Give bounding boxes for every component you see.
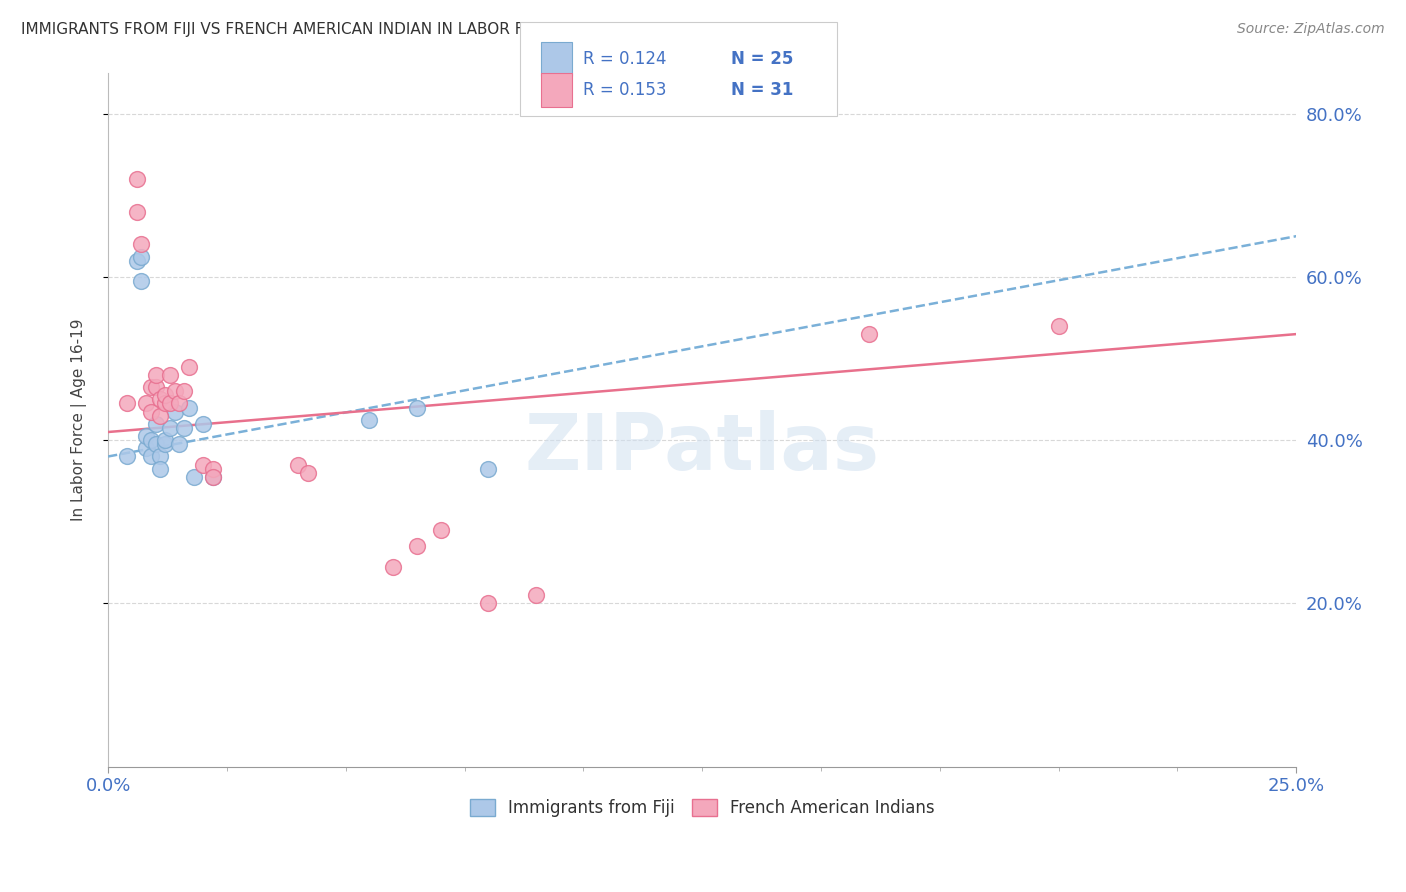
Point [201, 470, 224, 484]
Point [145, 380, 167, 394]
Point [406, 401, 429, 415]
Legend: Immigrants from Fiji, French American Indians: Immigrants from Fiji, French American In… [463, 793, 941, 824]
Text: Source: ZipAtlas.com: Source: ZipAtlas.com [1237, 22, 1385, 37]
Point [169, 396, 191, 410]
Point [177, 359, 200, 374]
Text: R = 0.124: R = 0.124 [583, 50, 666, 68]
Point [145, 437, 167, 451]
Text: N = 25: N = 25 [731, 50, 793, 68]
Point [135, 429, 157, 443]
Point [477, 461, 499, 475]
Text: R = 0.153: R = 0.153 [583, 81, 666, 99]
Point [115, 450, 138, 464]
Point [297, 466, 319, 480]
Point [139, 404, 162, 418]
Point [149, 450, 172, 464]
Point [131, 274, 153, 288]
Point [159, 368, 181, 382]
Point [131, 237, 153, 252]
Point [153, 433, 176, 447]
Point [149, 461, 172, 475]
Point [382, 559, 405, 574]
Point [406, 539, 429, 553]
Point [115, 396, 138, 410]
Text: ZIPatlas: ZIPatlas [524, 409, 880, 485]
Point [149, 409, 172, 423]
Y-axis label: In Labor Force | Age 16-19: In Labor Force | Age 16-19 [72, 318, 87, 521]
Point [177, 401, 200, 415]
Point [145, 417, 167, 431]
Point [163, 404, 186, 418]
Point [858, 327, 880, 342]
Point [183, 470, 205, 484]
Point [201, 461, 224, 475]
Point [477, 596, 499, 610]
Point [201, 470, 224, 484]
Point [359, 413, 381, 427]
Point [163, 384, 186, 399]
Point [191, 417, 214, 431]
Point [139, 433, 162, 447]
Point [429, 523, 451, 537]
Point [159, 421, 181, 435]
Point [153, 437, 176, 451]
Point [125, 253, 148, 268]
Text: IMMIGRANTS FROM FIJI VS FRENCH AMERICAN INDIAN IN LABOR FORCE | AGE 16-19 CORREL: IMMIGRANTS FROM FIJI VS FRENCH AMERICAN … [21, 22, 831, 38]
Point [169, 437, 191, 451]
Point [139, 450, 162, 464]
Point [153, 388, 176, 402]
Point [131, 250, 153, 264]
Point [135, 396, 157, 410]
Point [139, 380, 162, 394]
Point [153, 396, 176, 410]
Point [524, 588, 547, 602]
Point [173, 421, 195, 435]
Point [173, 384, 195, 399]
Point [125, 204, 148, 219]
Point [145, 368, 167, 382]
Point [287, 458, 309, 472]
Point [135, 442, 157, 456]
Point [149, 392, 172, 407]
Point [191, 458, 214, 472]
Text: N = 31: N = 31 [731, 81, 793, 99]
Point [125, 172, 148, 186]
Point [1047, 318, 1070, 333]
Point [159, 396, 181, 410]
